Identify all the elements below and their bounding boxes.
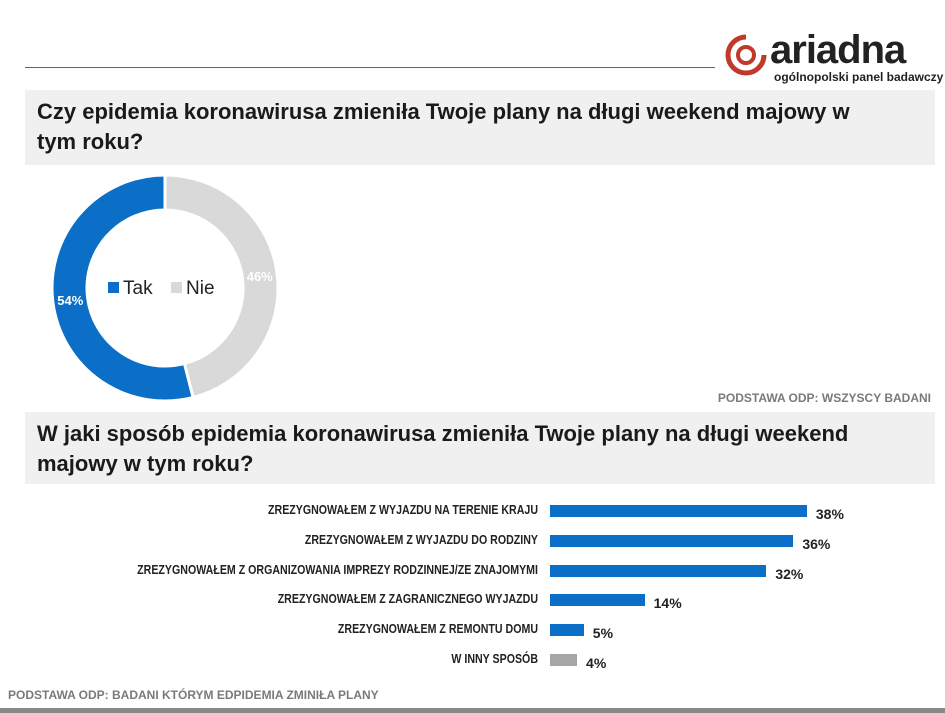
bar-value: 32% — [775, 565, 804, 582]
bar — [550, 654, 578, 666]
question-1: Czy epidemia koronawirusa zmieniła Twoje… — [37, 99, 850, 154]
bar-label: ZREZYGNOWAŁEM Z WYJAZDU DO RODZINY — [304, 532, 538, 547]
bar — [550, 594, 645, 607]
legend-swatch-nie — [171, 282, 182, 293]
legend-label-nie: Nie — [186, 278, 215, 299]
donut-slice-nie — [163, 173, 280, 400]
donut-chart: 46% 54% Tak Nie — [50, 173, 280, 403]
bar-label: ZREZYGNOWAŁEM Z ORGANIZOWANIA IMPREZY RO… — [137, 562, 538, 577]
bar-label: ZREZYGNOWAŁEM Z REMONTU DOMU — [337, 622, 538, 637]
header-divider — [25, 67, 715, 68]
bar-label: ZREZYGNOWAŁEM Z WYJAZDU NA TERENIE KRAJU — [268, 503, 538, 517]
legend-swatch-tak — [108, 282, 119, 293]
donut-slice-tak — [50, 173, 195, 403]
bar-value: 36% — [802, 535, 831, 552]
bar-value: 38% — [815, 506, 844, 522]
bar — [550, 534, 794, 547]
footer-bar — [0, 708, 945, 713]
bar — [550, 564, 767, 577]
bar-value: 5% — [592, 625, 614, 642]
bar — [550, 505, 807, 517]
bar-label: W INNY SPOSÓB — [451, 652, 538, 666]
basis-1: PODSTAWA ODP: WSZYSCY BADANI — [717, 391, 931, 405]
logo-tagline: ogólnopolski panel badawczy — [774, 70, 944, 84]
question-2-box: W jaki sposób epidemia koronawirusa zmie… — [25, 412, 935, 484]
donut-label-nie: 46% — [247, 269, 273, 284]
bar-value: 14% — [653, 595, 682, 612]
question-2: W jaki sposób epidemia koronawirusa zmie… — [37, 421, 849, 476]
logo-icon — [725, 34, 767, 76]
bar-label: ZREZYGNOWAŁEM Z ZAGRANICZNEGO WYJAZDU — [277, 592, 538, 607]
donut-label-tak: 54% — [57, 293, 83, 308]
basis-2: PODSTAWA ODP: BADANI KTÓRYM EDPIDEMIA ZM… — [8, 688, 379, 702]
legend-label-tak: Tak — [123, 278, 153, 299]
question-1-box: Czy epidemia koronawirusa zmieniła Twoje… — [25, 90, 935, 165]
bar — [550, 624, 584, 637]
bar-value: 4% — [586, 655, 607, 671]
logo-name: ariadna — [770, 28, 906, 72]
